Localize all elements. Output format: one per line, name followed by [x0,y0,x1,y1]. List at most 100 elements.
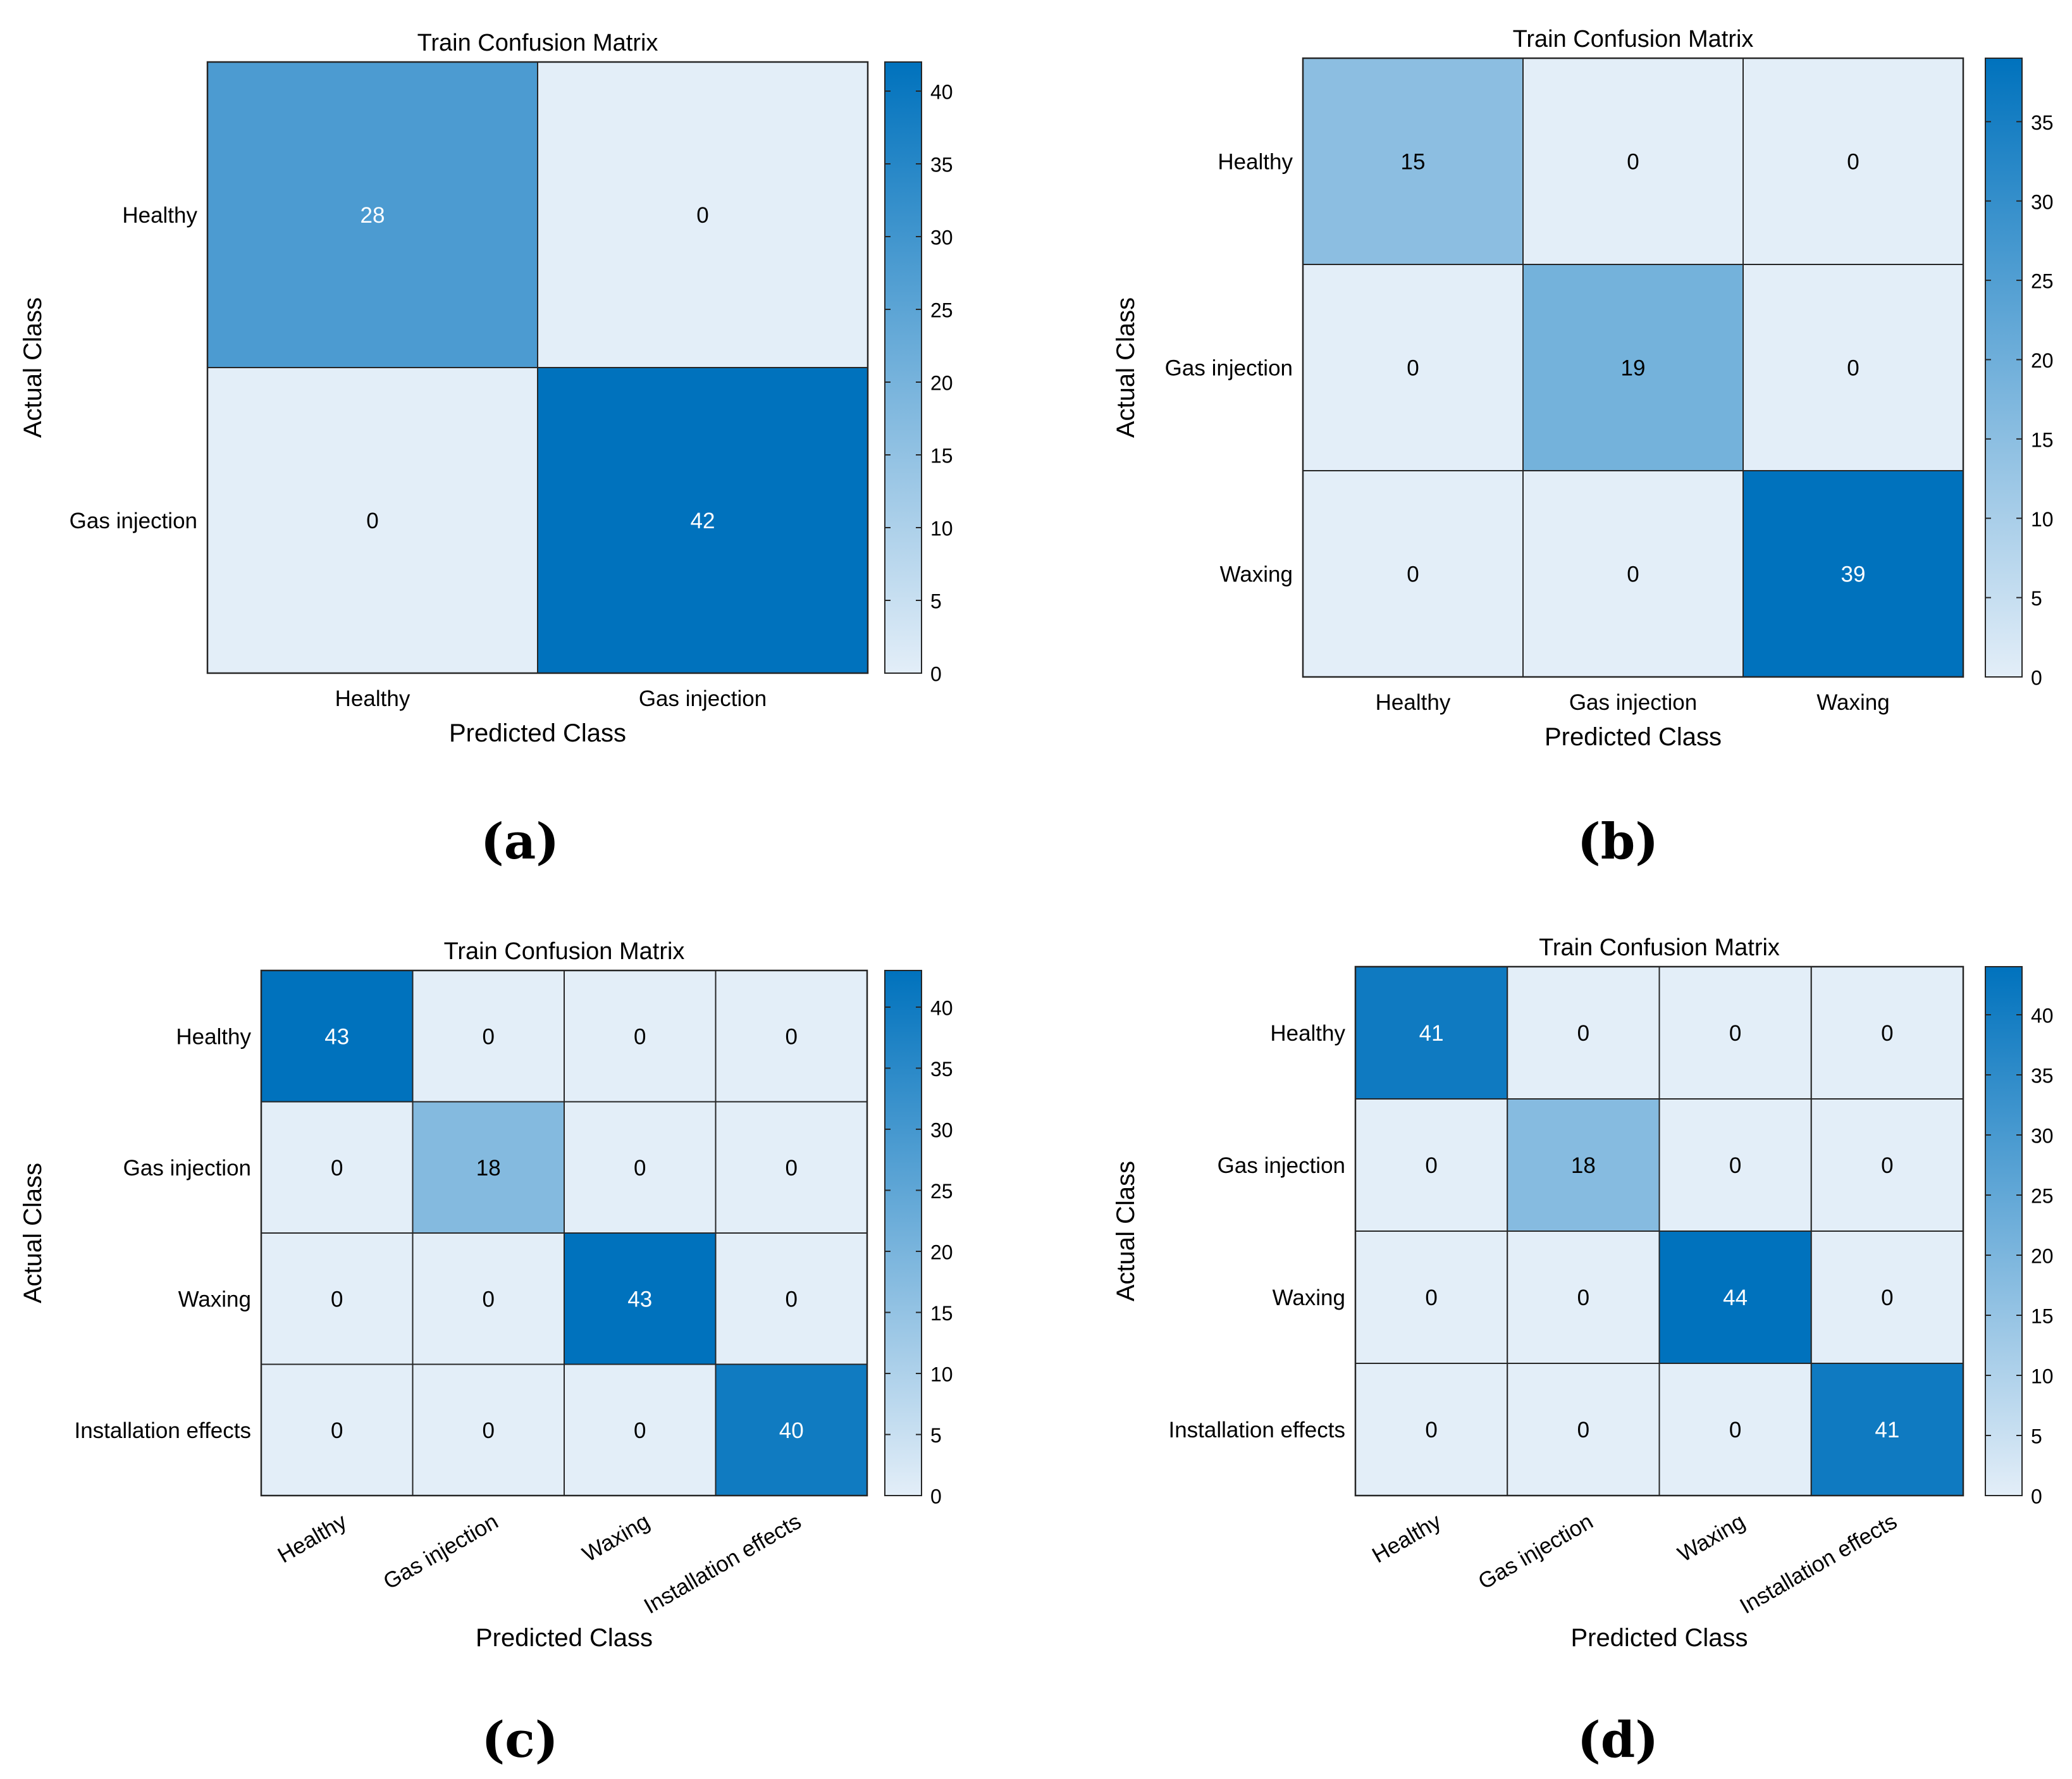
colorbar-tick-label: 35 [930,154,953,177]
matrix-cell [412,970,565,1103]
matrix-frame [1302,57,1964,678]
cell-value: 0 [331,1287,343,1311]
y-tick-label: Waxing [1220,562,1293,587]
matrix-cell [1742,58,1964,265]
y-axis-label: Actual Class [19,297,47,438]
colorbar-tick-label: 20 [930,1241,953,1264]
matrix-cell [1658,1230,1812,1364]
cell-value: 0 [696,203,708,228]
colorbar-tick-label: 15 [2031,428,2054,451]
x-tick-label: Healthy [1376,690,1451,715]
matrix-cell [1355,1098,1508,1232]
cell-value: 19 [1621,356,1646,381]
matrix-cell [412,1101,565,1234]
cell-value: 0 [634,1024,646,1049]
y-tick-label: Healthy [176,1024,251,1049]
matrix-cell [564,1363,717,1496]
colorbar [884,970,922,1496]
cell-value: 44 [1723,1286,1748,1310]
matrix-cell [1742,264,1964,471]
cell-value: 0 [786,1287,798,1311]
chart-title: Train Confusion Matrix [444,938,685,965]
colorbar-tick-label: 25 [2031,270,2054,293]
matrix-cell [537,61,868,368]
y-tick-label: Installation effects [1168,1418,1345,1442]
y-tick-label: Gas injection [123,1156,251,1181]
cell-value: 28 [361,203,385,228]
cell-value: 0 [366,509,378,533]
colorbar-tick-label: 15 [930,1302,953,1325]
colorbar-tick-label: 35 [930,1058,953,1081]
matrix-cell [1658,1098,1812,1232]
y-axis-label: Actual Class [1112,297,1140,438]
colorbar-tick-label: 25 [930,1180,953,1203]
x-tick-label: Healthy [1368,1509,1446,1568]
cell-value: 15 [1401,150,1426,175]
y-tick-label: Gas injection [1165,356,1293,381]
matrix-cell [564,1232,717,1365]
confusion-matrix-panel-b: Train Confusion Matrix 15 0 0 0 19 0 0 0 39 Health… [1112,26,2054,751]
panel-label-a: (a) [480,813,560,871]
colorbar-tick-label: 40 [930,81,953,104]
y-tick-label: Waxing [178,1287,251,1311]
y-tick-label: Gas injection [70,509,197,533]
matrix-cell [412,1232,565,1365]
chart-title: Train Confusion Matrix [1513,26,1754,53]
colorbar-tick-label: 0 [2031,667,2042,690]
colorbar-tick-label: 0 [930,663,942,686]
cell-value: 39 [1841,562,1866,587]
colorbar [1985,966,2023,1496]
colorbar-tick-label: 10 [930,518,953,540]
x-tick-label: Gas injection [1569,690,1697,715]
cell-value: 0 [483,1024,495,1049]
colorbar-tick-label: 40 [930,997,953,1020]
x-tick-label: Gas injection [639,686,767,711]
colorbar-tick-label: 10 [2031,1365,2054,1388]
y-tick-label: Healthy [1270,1021,1345,1046]
matrix-cell [1810,1098,1964,1232]
matrix-cell [1302,470,1524,678]
cell-value: 0 [1577,1418,1589,1442]
matrix-cell [715,1101,868,1234]
cell-value: 0 [1425,1153,1437,1178]
y-tick-label: Healthy [1218,150,1293,175]
cell-value: 43 [627,1287,652,1311]
matrix-cell [207,61,538,368]
x-tick-label: Gas injection [379,1509,503,1594]
cell-value: 0 [1425,1418,1437,1442]
cell-value: 18 [476,1156,501,1181]
x-tick-label: Gas injection [1474,1509,1598,1594]
colorbar-tick-label: 20 [930,372,953,395]
panel-label-d: (d) [1577,1711,1659,1769]
cell-value: 18 [1571,1153,1596,1178]
matrix-cell [1658,966,1812,1100]
cell-value: 40 [779,1418,804,1443]
cell-value: 0 [1627,562,1639,587]
colorbar-tick-label: 35 [2031,1065,2054,1088]
colorbar-tick-label: 5 [2031,587,2042,610]
chart-title: Train Confusion Matrix [1539,934,1780,961]
colorbar-tick-label: 30 [930,226,953,249]
matrix-cell [1742,470,1964,678]
x-axis-label: Predicted Class [449,719,626,747]
x-tick-label: Installation effects [1736,1509,1901,1619]
x-tick-label: Installation effects [640,1509,806,1619]
cell-value: 0 [634,1156,646,1181]
matrix-cell [1302,58,1524,265]
cell-value: 0 [483,1287,495,1311]
colorbar-tick-label: 30 [2031,1125,2054,1148]
colorbar-tick-label: 5 [2031,1425,2042,1448]
cell-value: 0 [786,1156,798,1181]
matrix-cell [1507,1098,1660,1232]
cell-value: 43 [324,1024,349,1049]
cell-value: 0 [483,1418,495,1443]
y-axis-label: Actual Class [19,1163,47,1303]
confusion-matrix-panel-d: Train Confusion Matrix 41 0 0 0 0 18 0 0 0 0 44 0 0 0 0… [1112,934,2054,1652]
y-tick-label: Gas injection [1218,1153,1345,1178]
panel-label-c: (c) [481,1711,558,1769]
panel-label-b: (b) [1577,813,1659,871]
matrix-cell [1810,1363,1964,1496]
cell-value: 41 [1875,1418,1899,1442]
matrix-cell [1522,470,1744,678]
confusion-matrix-panel-a: Train Confusion Matrix 28 0 0 42 Healthy Gas i… [19,30,953,747]
